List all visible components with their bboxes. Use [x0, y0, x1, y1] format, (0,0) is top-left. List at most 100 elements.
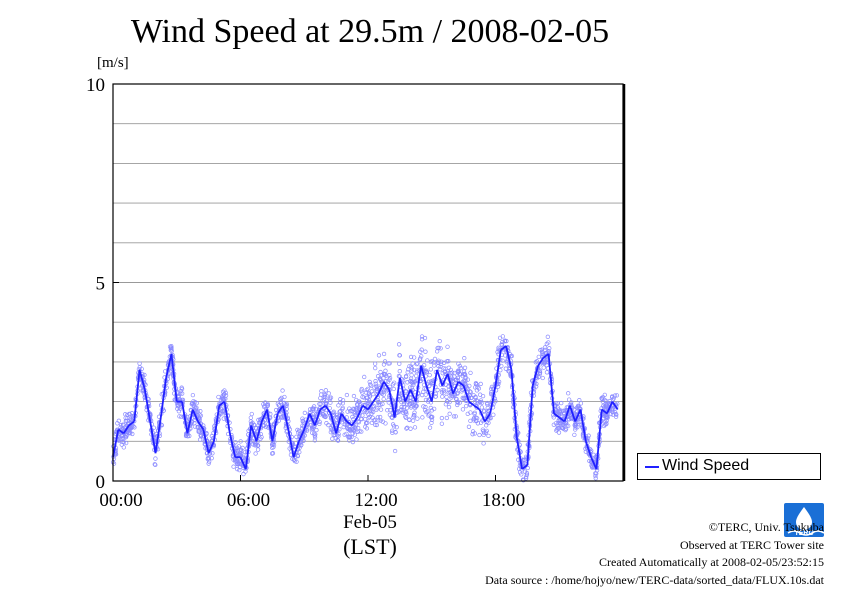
data-point — [397, 369, 402, 374]
series-segment — [584, 441, 592, 458]
data-point — [121, 440, 126, 445]
data-point — [355, 407, 360, 412]
data-point — [253, 451, 258, 456]
data-point — [396, 373, 402, 379]
data-point — [326, 391, 331, 396]
data-point — [191, 403, 196, 408]
data-point — [614, 393, 620, 398]
series-segment — [468, 400, 475, 407]
data-point — [542, 345, 548, 350]
series-segment — [128, 420, 135, 427]
data-point — [376, 399, 381, 405]
data-point — [360, 394, 365, 400]
data-point — [447, 411, 452, 416]
data-point — [278, 414, 283, 420]
data-point — [406, 367, 411, 372]
data-point — [192, 421, 197, 426]
data-point — [547, 346, 552, 351]
data-point — [468, 370, 473, 375]
data-point — [477, 432, 482, 438]
data-point — [447, 399, 452, 405]
data-point — [556, 430, 562, 435]
axis-ticks: 00:00 06:00 12:00 18:00 0 5 10 — [86, 75, 525, 511]
data-point — [328, 400, 333, 405]
data-point — [466, 424, 472, 429]
data-point — [537, 371, 543, 377]
data-point — [455, 400, 461, 406]
data-point — [152, 462, 157, 467]
data-point — [602, 392, 607, 397]
series-segment — [484, 413, 491, 422]
data-point — [453, 414, 458, 419]
data-point — [409, 385, 414, 391]
series-segment — [457, 381, 465, 387]
data-point — [350, 414, 355, 420]
data-point — [312, 435, 318, 440]
data-point — [119, 433, 124, 439]
data-point — [436, 360, 441, 365]
data-point — [441, 388, 447, 393]
data-point — [328, 395, 334, 400]
series-segment — [436, 369, 444, 387]
data-point — [309, 425, 315, 431]
data-point — [587, 458, 592, 464]
data-point — [427, 425, 433, 430]
data-point — [456, 361, 461, 366]
data-point — [195, 409, 200, 414]
data-point — [456, 385, 461, 390]
data-point — [438, 367, 443, 372]
data-point — [521, 458, 526, 463]
data-point — [391, 386, 396, 392]
data-point — [442, 390, 447, 395]
data-point — [127, 412, 132, 417]
legend-label: Wind Speed — [662, 457, 750, 474]
data-point — [488, 416, 493, 421]
data-point — [444, 394, 449, 400]
data-point — [337, 409, 342, 414]
data-point — [544, 370, 550, 375]
data-point — [125, 418, 130, 424]
series-segment — [510, 369, 518, 438]
series-segment — [489, 385, 497, 414]
data-point — [440, 394, 445, 399]
data-point — [427, 372, 432, 378]
series-segment — [165, 353, 173, 378]
data-point — [351, 393, 357, 399]
data-point — [384, 373, 389, 378]
data-point — [221, 392, 227, 397]
y-tick-label: 0 — [96, 472, 106, 493]
x-tick-label: 12:00 — [354, 490, 397, 511]
series-segment — [601, 408, 608, 415]
data-point — [350, 439, 356, 445]
data-point — [435, 360, 441, 365]
series-segment — [351, 416, 359, 426]
series-segment — [292, 441, 300, 458]
data-point — [394, 425, 399, 430]
data-point — [177, 414, 182, 419]
data-point — [334, 412, 340, 418]
data-point — [336, 403, 341, 408]
series-segment — [186, 409, 194, 434]
data-point — [425, 358, 430, 363]
series-segment — [223, 401, 231, 434]
data-point — [381, 362, 387, 367]
data-point — [438, 346, 443, 351]
data-point — [364, 398, 370, 403]
data-point — [251, 439, 256, 444]
series-segment — [414, 365, 423, 402]
series-segment — [515, 437, 523, 470]
data-point — [351, 428, 356, 433]
series-segment — [260, 409, 268, 422]
logo-text: TERC — [794, 530, 813, 537]
series-segment — [218, 400, 226, 407]
data-point — [237, 451, 242, 456]
data-point — [397, 353, 403, 358]
series-segment — [478, 409, 486, 422]
series-segment — [202, 429, 210, 454]
data-point — [393, 430, 398, 435]
series-segment — [340, 413, 348, 422]
data-point — [399, 404, 404, 410]
data-point — [125, 412, 130, 418]
data-point — [130, 431, 135, 437]
data-point — [611, 396, 616, 401]
